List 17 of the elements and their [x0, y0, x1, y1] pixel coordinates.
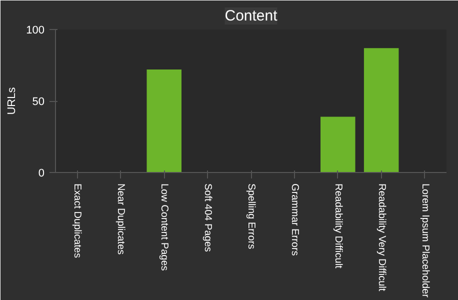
y-tick-label: 50 [32, 96, 45, 108]
x-tick-label: Near Duplicates [115, 184, 126, 255]
x-tick-label: Exact Duplicates [72, 184, 83, 258]
bar [320, 116, 356, 172]
y-axis-title: URLs [6, 86, 18, 115]
bar [146, 70, 182, 172]
bar [364, 48, 399, 172]
x-tick-label: Soft 404 Pages [202, 184, 214, 252]
x-tick-label: Low Content Pages [158, 184, 170, 271]
x-tick-label: Grammar Errors [288, 184, 300, 256]
x-tick-label: Readability Very Difficult [376, 184, 387, 292]
y-tick-label: 0 [38, 168, 45, 180]
x-tick-label: Readability Difficult [332, 184, 344, 269]
y-tick-label: 100 [26, 24, 45, 36]
x-tick-label: Lorem Ipsum Placeholder [419, 184, 430, 298]
chart-title: Content [224, 8, 278, 24]
x-tick-label: Spelling Errors [246, 184, 256, 250]
